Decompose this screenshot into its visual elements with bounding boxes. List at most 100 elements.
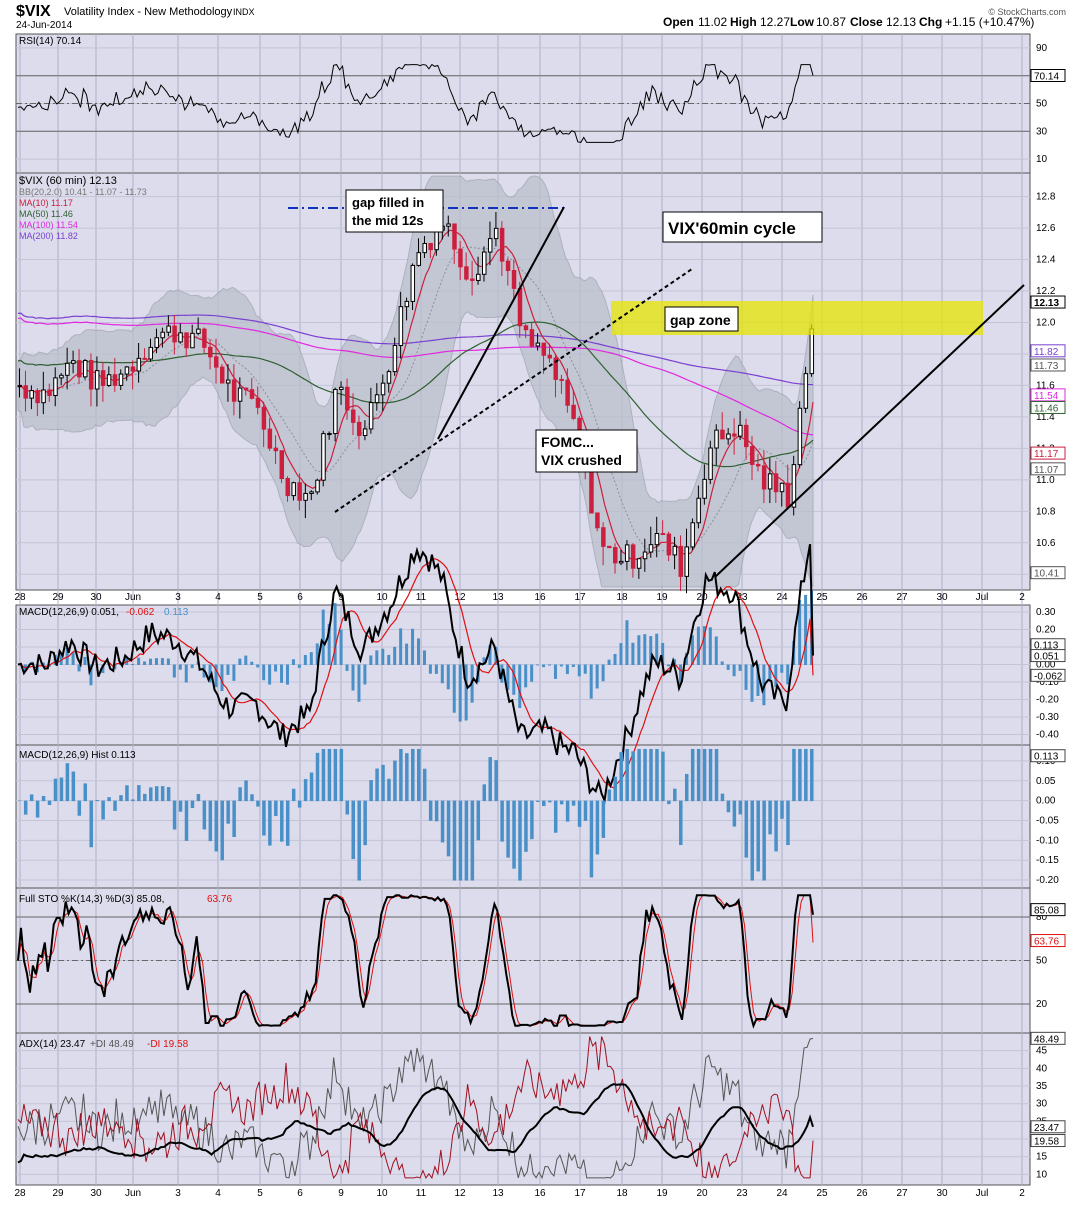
macd-hist-bar [434,664,438,674]
candles [17,211,815,594]
macd-hist-bar [41,662,45,665]
candle-down [184,332,189,349]
hist-bar [178,800,183,812]
adx-mdi-label: -DI 19.58 [147,1039,189,1050]
macd-hist-bar [417,638,420,665]
candle-down [88,360,94,390]
symbol: $VIX [16,3,51,20]
candle-up [309,491,314,494]
y-tick-label: -0.15 [1036,855,1059,866]
candle-down [601,527,606,547]
macd-hist-bar [798,600,802,665]
sto-k-line [17,894,815,1029]
macd-hist-bar [595,664,599,689]
candle-down [261,406,267,430]
hist-bar [405,753,409,802]
macd-hist-bar [571,664,575,668]
x-tick-label: 24 [776,592,788,603]
macd-hist-bar [684,652,688,665]
y-tick-label: -0.30 [1036,712,1059,723]
hist-bar [631,751,635,802]
hist-bar [434,800,439,822]
hist-bar [649,748,653,802]
y-tick-label: 0.00 [1036,796,1056,807]
macd-label: MACD(12,26,9) 0.051, [19,607,119,618]
hist-bar [500,800,504,842]
hist-bar [714,748,719,802]
hist-bar [428,800,433,821]
hist-bars [18,748,814,881]
adx-pdi-label: +DI 48.49 [90,1039,134,1050]
macd-hist-bar [250,661,254,665]
candle-up [636,558,642,569]
hist-bar [810,748,814,802]
hist-bar [357,800,361,881]
candle-up [624,544,630,562]
hist-bar [297,800,302,808]
macd-hist-bar [750,664,754,702]
candle-up [702,478,707,499]
candle-up [225,379,231,384]
candle-up [803,373,809,409]
price-tag-box [1030,446,1066,460]
hist-bar [792,748,796,802]
hist-bar [667,800,671,805]
candle-down [744,424,749,448]
candle-up [154,337,159,348]
hist-bar [494,760,498,802]
hist-bar [202,800,207,830]
candle-down [720,429,725,440]
hist-bar [65,763,70,802]
candle-up [476,273,481,281]
y-tick-label: 10.8 [1036,506,1056,517]
panel-hist-bg [15,744,1031,889]
macd-hist-bar [577,664,581,677]
hist-tag: 0.113 [1034,752,1059,763]
candle-up [392,345,398,373]
hist-bar [190,800,195,809]
macd-hist-bar [583,664,587,674]
hist-bar [518,800,522,881]
candle-down [529,329,535,347]
x-tick-label: 6 [297,1188,303,1199]
candle-down [172,325,177,343]
candle-up [398,306,404,347]
candle-down [345,386,350,411]
macd-hist-bar [488,645,492,665]
macd-hist-bar [381,648,385,665]
x-tick-label: 30 [90,1188,102,1199]
high-value: 12.27 [760,15,790,29]
hist-tag-box [1030,749,1066,763]
sto-d-tag: 63.76 [1034,937,1059,948]
x-tick-label: 13 [492,592,504,603]
sto-d-tag-box [1030,934,1066,948]
gap-zone-box [664,306,739,332]
x-tick-label: 18 [616,592,628,603]
x-tick-label: 26 [856,1188,868,1199]
candle-up [767,473,773,490]
macd-hist-bar [643,634,647,665]
macd-hist-bar [690,635,694,665]
candle-up [493,227,499,240]
candle-up [797,407,803,466]
macd-hist-bar [274,664,278,672]
candle-up [708,447,713,480]
hist-bar [47,800,52,805]
macd-hist-bar [369,655,373,665]
y-tick-label: 12.6 [1036,223,1056,234]
macd-hist-bar [220,664,224,692]
candle-up [696,497,701,524]
hist-bar [327,748,332,802]
macd-hist-bar [756,664,760,696]
candle-up [684,546,689,577]
hist-bar [702,748,707,802]
hist-bar [655,748,659,802]
hist-bar [59,777,64,802]
macd-hist-bar [232,664,236,681]
macd-hist-bar [268,664,272,685]
candle-down [208,346,213,358]
dotted-trendline [334,268,693,513]
hist-bar [250,794,254,802]
hist-bar [172,800,177,830]
x-tick-label: 6 [297,592,303,603]
